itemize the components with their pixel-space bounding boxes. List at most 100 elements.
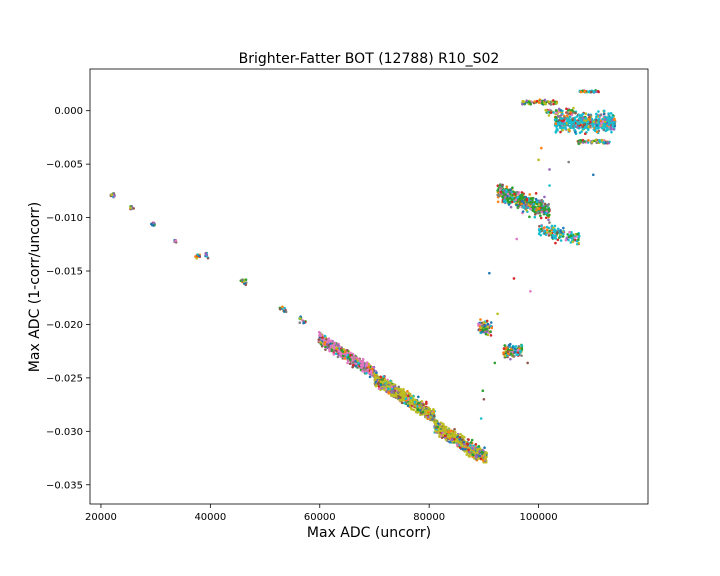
plot-frame <box>89 68 649 505</box>
data-point <box>354 360 357 363</box>
data-point <box>603 115 607 119</box>
data-point <box>551 99 555 102</box>
data-point <box>281 305 284 309</box>
data-point <box>425 407 428 410</box>
data-point <box>365 372 368 375</box>
data-point <box>587 139 590 142</box>
data-point <box>341 354 345 358</box>
data-point <box>597 122 601 126</box>
data-point <box>520 354 523 357</box>
data-point <box>298 321 302 325</box>
data-point <box>607 112 610 115</box>
data-point <box>358 359 362 363</box>
data-point <box>504 193 507 196</box>
data-point <box>506 194 509 198</box>
data-point <box>395 387 399 390</box>
data-point <box>455 443 459 447</box>
data-point <box>472 456 476 460</box>
data-point <box>563 116 567 120</box>
data-point <box>547 207 550 211</box>
data-point <box>483 457 487 460</box>
data-point <box>340 352 343 355</box>
data-point <box>521 197 524 200</box>
data-point <box>509 188 512 191</box>
data-point <box>422 406 426 410</box>
data-point <box>533 100 537 103</box>
data-point <box>443 432 447 435</box>
y-axis: 0.000 −0.005 −0.010 −0.015 −0.020 −0.025 −0.03… <box>46 106 90 491</box>
data-point <box>499 190 503 194</box>
data-point <box>367 365 370 369</box>
data-point <box>553 224 557 228</box>
data-point <box>509 205 513 209</box>
data-point <box>567 119 570 122</box>
data-point <box>365 362 369 366</box>
data-point <box>515 353 518 356</box>
data-point <box>522 206 525 209</box>
data-point <box>426 415 430 419</box>
data-point <box>536 211 540 215</box>
data-point <box>402 387 405 391</box>
data-point <box>571 240 575 244</box>
data-point <box>423 409 427 413</box>
data-point <box>333 344 336 348</box>
data-point <box>450 434 453 438</box>
data-point <box>583 119 586 122</box>
data-point <box>497 194 501 198</box>
data-point <box>565 236 569 240</box>
data-point <box>485 327 489 331</box>
data-point <box>481 389 485 393</box>
data-point <box>504 200 507 204</box>
data-point <box>540 224 543 228</box>
data-point <box>346 348 349 352</box>
data-point <box>538 199 542 203</box>
data-point <box>510 198 514 202</box>
data-point <box>507 343 511 347</box>
data-point <box>442 428 446 432</box>
data-point <box>478 322 481 326</box>
data-point <box>432 414 436 418</box>
data-point <box>327 347 331 351</box>
data-point <box>501 196 505 199</box>
data-point <box>113 194 116 198</box>
data-point <box>457 441 460 444</box>
data-point <box>567 121 571 124</box>
data-point <box>470 438 474 442</box>
data-point <box>386 384 389 388</box>
data-point <box>471 453 475 457</box>
data-point <box>603 120 607 124</box>
data-point <box>598 140 602 144</box>
data-point <box>354 364 357 368</box>
data-point <box>438 425 442 429</box>
data-point <box>567 128 571 131</box>
data-point <box>564 127 567 131</box>
data-point <box>449 429 453 432</box>
data-point <box>329 342 332 345</box>
data-point <box>609 111 613 115</box>
data-point <box>591 140 594 144</box>
data-point <box>465 453 468 456</box>
data-point <box>357 361 360 365</box>
data-point <box>577 241 580 245</box>
y-tick-label: −0.025 <box>46 373 83 384</box>
data-point <box>559 229 562 232</box>
data-point <box>599 121 603 125</box>
data-point <box>379 380 383 383</box>
data-point <box>482 321 486 324</box>
data-point <box>335 346 338 350</box>
data-point <box>242 280 246 283</box>
data-point <box>563 122 567 126</box>
data-point <box>511 186 514 190</box>
data-point <box>529 290 532 293</box>
data-point <box>565 114 569 118</box>
data-point <box>570 231 573 234</box>
data-point <box>481 459 485 462</box>
data-point <box>576 126 579 129</box>
data-point <box>327 337 331 340</box>
data-point <box>515 190 519 194</box>
data-point <box>460 434 464 438</box>
data-point <box>562 226 565 230</box>
data-point <box>382 383 386 387</box>
data-point <box>471 447 475 450</box>
data-point <box>564 238 568 242</box>
